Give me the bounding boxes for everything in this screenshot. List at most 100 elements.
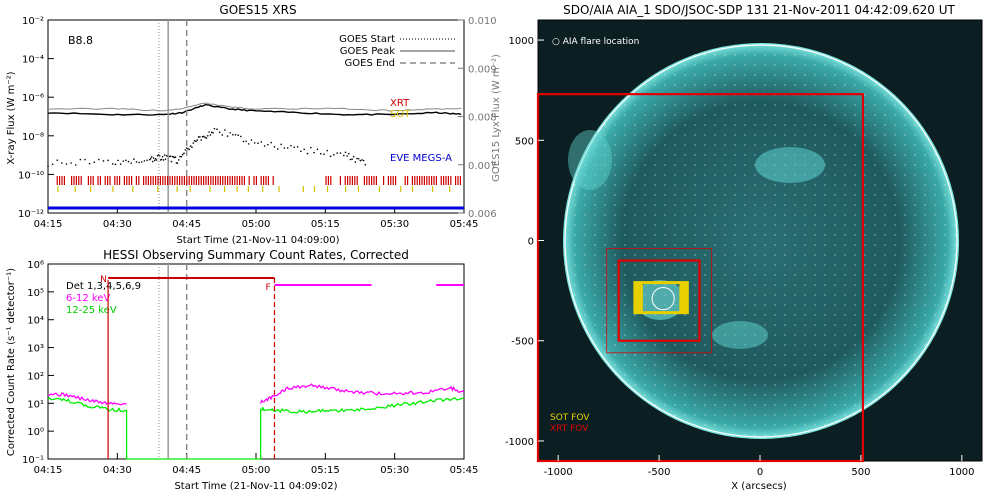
goes-short-point <box>169 155 172 157</box>
goes-short-point <box>47 165 49 167</box>
goes-short-point <box>130 162 132 164</box>
goes-short-point <box>300 150 302 153</box>
goes-short-point <box>356 157 358 160</box>
goes-short-point <box>206 134 209 137</box>
hessi-ytick-label: 10² <box>27 371 44 382</box>
goes-short-point <box>290 144 292 147</box>
goes-short-point <box>208 131 210 133</box>
goes-short-point <box>93 161 96 164</box>
goes-short-point <box>253 142 256 144</box>
goes-short-point <box>51 163 54 166</box>
goes-short-point <box>349 158 352 161</box>
goes-xlabel: Start Time (21-Nov-11 04:09:00) <box>176 235 339 246</box>
goes-y2tick-label: 0.007 <box>468 161 497 172</box>
goes-short-point <box>192 142 195 144</box>
goes-short-point <box>203 135 205 138</box>
goes-short-point <box>153 159 156 162</box>
hessi-ytick-label: 10⁵ <box>27 288 44 299</box>
goes-short-point <box>242 140 245 143</box>
goes-short-point <box>306 152 309 155</box>
goes-xtick-label: 04:45 <box>172 219 201 230</box>
aia-flare-circle <box>651 287 675 311</box>
goes-short-point <box>326 149 329 152</box>
goes-short-point <box>135 161 138 163</box>
goes-short-point <box>174 156 177 158</box>
goes-short-point <box>229 131 232 134</box>
goes-short-point <box>209 134 212 136</box>
goes-xtick-label: 05:30 <box>380 219 409 230</box>
aia-title: SDO/AIA AIA_1 SDO/JSOC-SDP 131 21-Nov-20… <box>563 3 955 17</box>
aia-xtick-label: 500 <box>851 467 870 478</box>
goes-short-point <box>189 145 192 147</box>
aia-xtick-label: 0 <box>757 467 763 478</box>
aia-ytick-label: 0 <box>528 237 534 248</box>
goes-short-point <box>176 162 179 164</box>
goes-short-point <box>151 160 154 163</box>
goes-short-point <box>107 159 109 162</box>
hessi-ytick-label: 10⁴ <box>27 316 44 327</box>
hessi-ytick-label: 10⁰ <box>27 427 44 438</box>
goes-short-point <box>111 163 114 165</box>
fov-box-xrt-large <box>536 93 865 463</box>
goes-y2tick-label: 0.009 <box>468 64 497 75</box>
aia-xtick-label: 1000 <box>949 467 974 478</box>
goes-short-point <box>200 139 202 141</box>
goes-short-point <box>313 151 315 154</box>
goes-short-point <box>283 147 286 149</box>
goes-short-point <box>310 146 312 149</box>
goes-short-point <box>197 136 200 138</box>
goes-short-point <box>201 135 204 138</box>
hessi-xtick-label: 04:15 <box>34 465 63 476</box>
goes-short-point <box>316 148 319 151</box>
goes-xtick-label: 04:30 <box>103 219 132 230</box>
goes-short-point <box>119 163 122 165</box>
goes-short-point <box>122 160 125 162</box>
goes-short-point <box>267 143 269 146</box>
hessi-xtick-label: 05:15 <box>311 465 340 476</box>
goes-short-point <box>347 152 350 155</box>
goes-short-point <box>333 154 335 156</box>
goes-short-point <box>280 143 282 146</box>
goes-ytick-label: 10⁻¹² <box>18 209 44 220</box>
hessi-title: HESSI Observing Summary Count Rates, Cor… <box>103 248 409 262</box>
hessi-ytick-label: 10³ <box>27 344 44 355</box>
goes-short-point <box>146 159 148 162</box>
hessi-xtick-label: 05:30 <box>380 465 409 476</box>
hessi-ytick-label: 10¹ <box>27 399 44 410</box>
goes-short-point <box>140 161 143 163</box>
goes-short-point <box>154 157 157 160</box>
legend-goes-peak: GOES Peak <box>340 46 395 57</box>
goes-short-point <box>183 152 185 155</box>
goes-short-point <box>133 158 135 160</box>
legend-goes-end: GOES End <box>345 58 395 69</box>
goes-short-point <box>250 139 253 141</box>
goes-short-point <box>323 153 325 155</box>
hessi-ylabel: Corrected Count Rate (s⁻¹ detector⁻¹) <box>6 268 17 456</box>
goes-ylabel: X-ray Flux (W m⁻²) <box>6 71 17 164</box>
goes-short-point <box>354 161 357 163</box>
sot-fov-edge <box>634 282 643 313</box>
goes-short-point <box>343 154 345 157</box>
goes-xtick-label: 04:15 <box>34 219 63 230</box>
active-region-3 <box>568 130 612 190</box>
aia-xtick-label: -1000 <box>544 467 573 478</box>
goes-short-point <box>213 127 216 130</box>
hessi-detectors: Det 1,3,4,5,6,9 <box>66 281 141 292</box>
legend-goes-start: GOES Start <box>339 34 395 45</box>
goes-ytick-label: 10⁻² <box>22 16 44 27</box>
goes-short-point <box>296 146 299 148</box>
goes-short-point <box>216 128 218 131</box>
label-sot: SOT <box>390 109 411 120</box>
goes-short-point <box>336 152 339 154</box>
goes-short-point <box>150 156 153 158</box>
goes-short-point <box>88 162 91 165</box>
goes-legend: GOES Start GOES Peak GOES End <box>339 34 455 69</box>
goes-short-point <box>210 131 213 134</box>
solar-limb <box>564 44 958 438</box>
hessi-ytick-label: 10⁻¹ <box>22 455 44 466</box>
goes-short-point <box>218 131 221 134</box>
goes-short-point <box>221 134 224 136</box>
goes-short-point <box>346 155 348 157</box>
aia-ytick-label: 500 <box>515 136 534 147</box>
